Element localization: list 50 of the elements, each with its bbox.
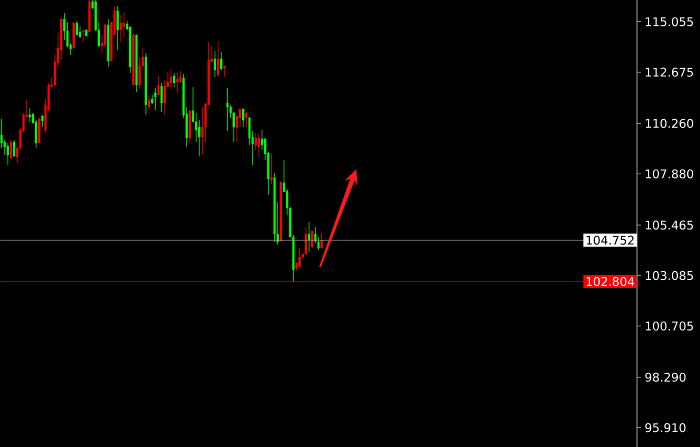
candlestick — [173, 72, 176, 88]
y-tick-label: 103.085 — [646, 271, 693, 280]
candlestick — [76, 20, 78, 36]
ref-line-label: 104.752 — [586, 236, 634, 245]
candlestick — [260, 130, 264, 150]
candlestick — [320, 232, 323, 248]
candlestick — [157, 76, 160, 96]
candlestick — [66, 22, 69, 48]
candlestick — [116, 6, 119, 50]
candlestick — [220, 52, 222, 70]
candlestick — [242, 108, 244, 128]
candlestick — [28, 108, 31, 122]
candlestick — [245, 112, 248, 128]
y-tick-label: 95.910 — [645, 423, 686, 432]
candlestick — [270, 152, 273, 184]
y-tick-label: 110.260 — [646, 118, 694, 128]
candlestick — [160, 82, 163, 112]
ref-line-label: 102.804 — [586, 276, 634, 286]
candlestick — [78, 26, 82, 38]
candlestick — [176, 72, 178, 94]
candlestick — [82, 28, 84, 42]
y-tick-label: 105.465 — [646, 220, 693, 230]
candlestick — [120, 14, 122, 42]
candlestick — [154, 88, 156, 110]
candlestick — [216, 40, 220, 76]
candlestick — [164, 80, 166, 116]
candlestick — [13, 140, 16, 158]
candlestick — [10, 140, 12, 160]
candlestick — [226, 88, 229, 132]
candlestick — [201, 106, 204, 154]
candlestick — [238, 108, 242, 128]
candlestick — [308, 222, 310, 252]
candlestick — [38, 118, 40, 144]
candlestick — [148, 94, 150, 110]
y-tick-label: 100.705 — [646, 321, 693, 331]
y-tick-label: 98.290 — [645, 372, 686, 382]
candlestick — [258, 132, 260, 158]
y-tick-label: 107.880 — [646, 169, 694, 178]
candlestick — [170, 68, 172, 88]
candlestick — [317, 236, 320, 250]
candlestick — [223, 66, 226, 78]
candlestick — [214, 50, 216, 78]
y-tick-label: 115.055 — [646, 17, 693, 26]
candlestick — [298, 248, 301, 268]
candlestick — [6, 142, 9, 166]
candlestick — [254, 132, 257, 150]
candlestick — [311, 230, 314, 248]
candlestick — [248, 116, 251, 146]
candlestick — [41, 114, 44, 128]
y-tick-label: 112.675 — [646, 68, 693, 77]
